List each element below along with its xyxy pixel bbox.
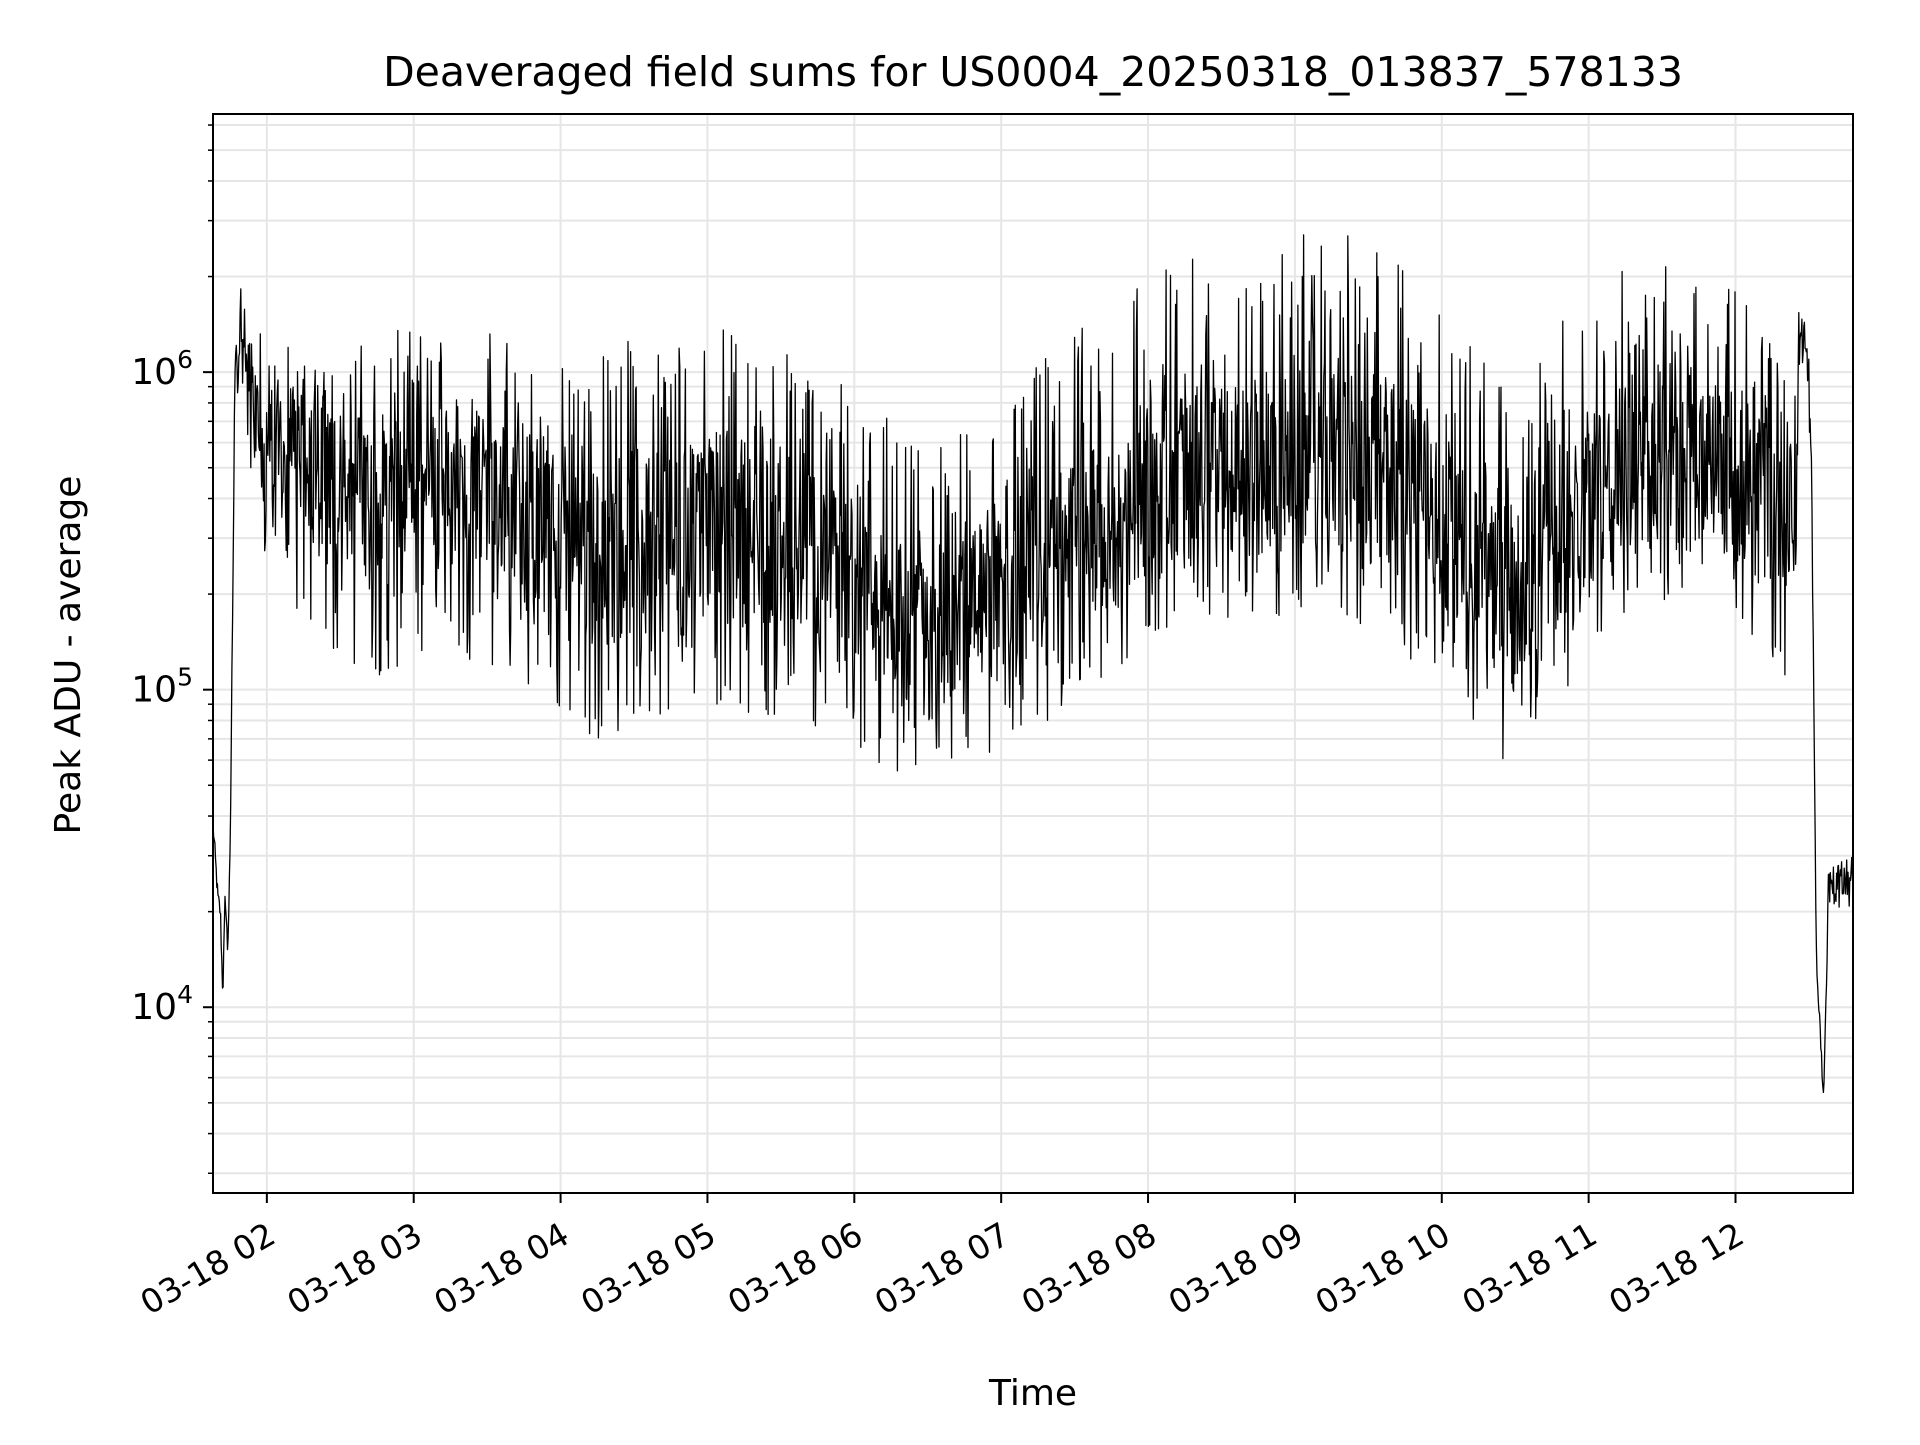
y-tick-label: 105 — [131, 663, 193, 711]
x-axis-label: Time — [988, 1373, 1077, 1414]
grid-lines — [213, 114, 1853, 1193]
y-tick-label: 104 — [131, 980, 193, 1028]
y-tick-label: 106 — [131, 345, 193, 393]
plot-area-frame — [212, 113, 1854, 1194]
y-axis-label: Peak ADU - average — [48, 476, 89, 835]
series-line — [212, 234, 1854, 1094]
chart-title: Deaveraged field sums for US0004_2025031… — [383, 48, 1683, 96]
data-series — [212, 234, 1854, 1094]
